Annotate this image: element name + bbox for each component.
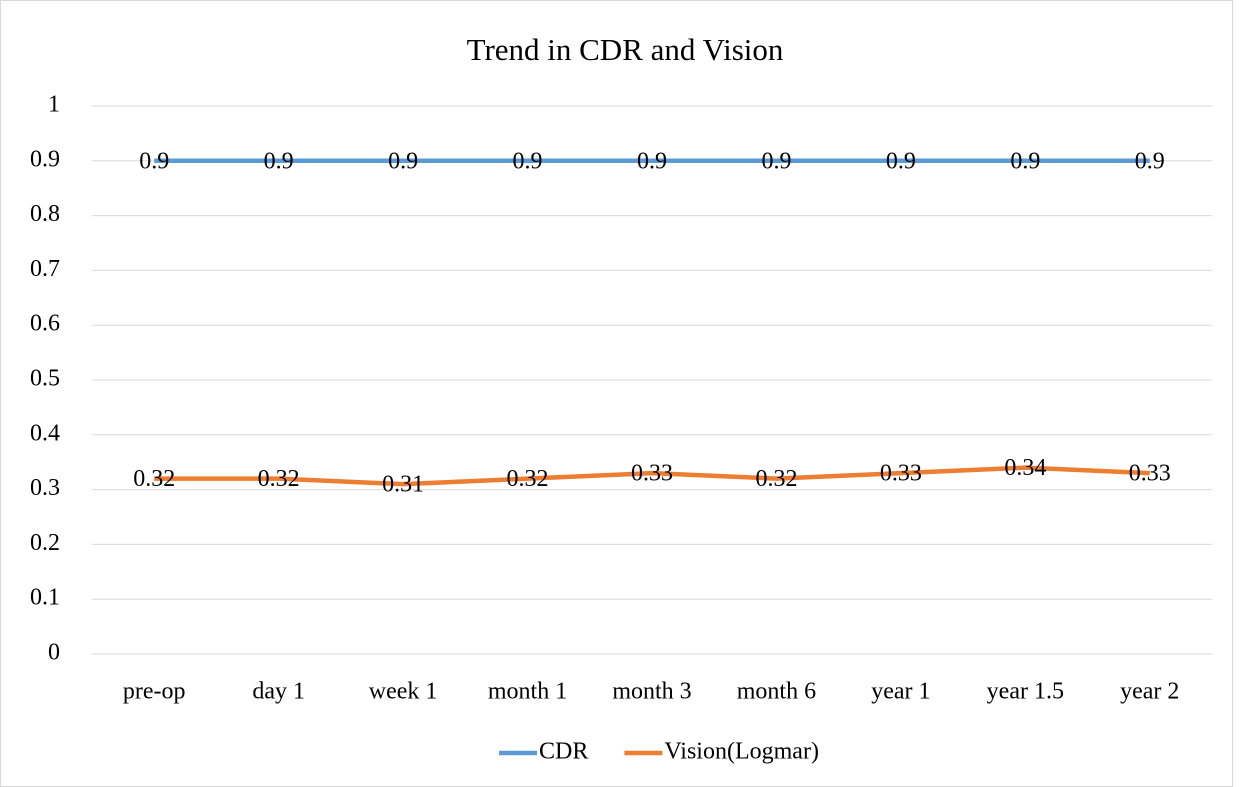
data-label: 0.9	[264, 148, 294, 174]
data-label: 0.9	[886, 148, 916, 174]
x-tick-label: day 1	[252, 679, 305, 705]
y-tick-label: 0.4	[30, 420, 60, 446]
data-label: 0.9	[388, 148, 418, 174]
y-tick-label: 0.2	[30, 530, 60, 556]
data-label: 0.9	[139, 148, 169, 174]
data-label: 0.34	[1004, 455, 1046, 481]
y-tick-label: 0.7	[30, 256, 60, 282]
y-tick-label: 0.8	[30, 201, 60, 227]
y-tick-label: 0.9	[30, 146, 60, 172]
x-tick-label: year 1	[871, 679, 930, 705]
data-label: 0.33	[1129, 461, 1171, 487]
data-label: 0.33	[631, 461, 673, 487]
x-tick-label: year 2	[1120, 679, 1179, 705]
legend-label: Vision(Logmar)	[664, 739, 819, 765]
data-label: 0.32	[507, 466, 549, 492]
series-line	[154, 465, 1150, 487]
chart-title: Trend in CDR and Vision	[467, 32, 784, 67]
x-tick-label: week 1	[369, 679, 438, 705]
y-tick-label: 0.1	[30, 585, 60, 611]
legend-label: CDR	[539, 739, 588, 765]
y-tick-label: 0.6	[30, 311, 60, 337]
data-label: 0.32	[133, 466, 175, 492]
y-tick-label: 0.3	[30, 475, 60, 501]
data-label: 0.32	[755, 466, 797, 492]
x-tick-label: year 1.5	[987, 679, 1064, 705]
data-label: 0.9	[513, 148, 543, 174]
data-label: 0.9	[1010, 148, 1040, 174]
data-label: 0.9	[761, 148, 791, 174]
data-label: 0.31	[382, 472, 424, 498]
data-label: 0.9	[1135, 148, 1165, 174]
x-tick-label: month 1	[488, 679, 567, 705]
x-tick-label: pre-op	[123, 679, 186, 705]
data-label: 0.33	[880, 461, 922, 487]
x-tick-label: month 6	[737, 679, 816, 705]
y-tick-label: 1	[48, 92, 60, 118]
y-tick-label: 0	[48, 640, 60, 666]
x-tick-label: month 3	[612, 679, 691, 705]
data-label: 0.9	[637, 148, 667, 174]
y-tick-label: 0.5	[30, 366, 60, 392]
data-label: 0.32	[258, 466, 300, 492]
